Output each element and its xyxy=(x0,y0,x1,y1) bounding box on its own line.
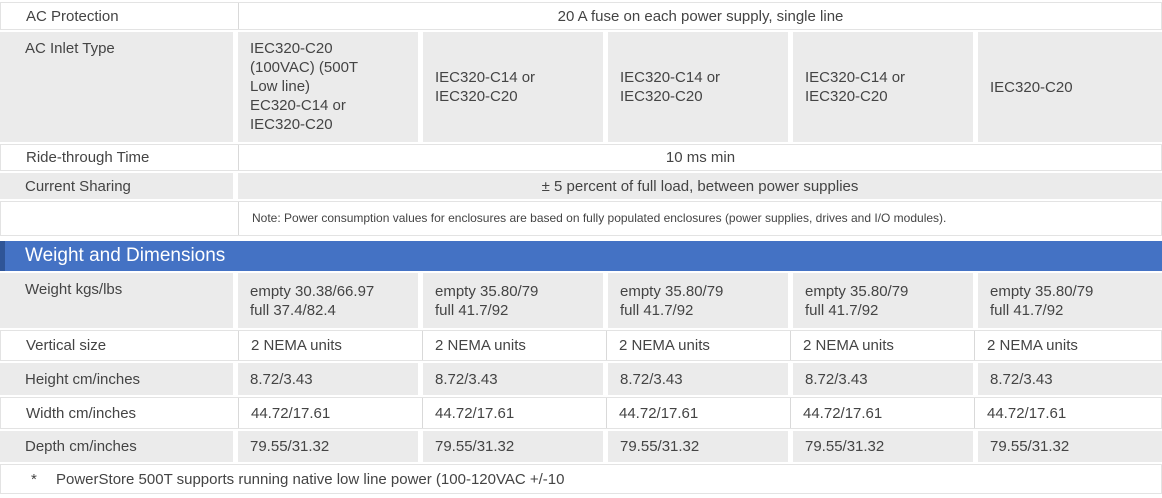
section-header-weight-and-dimensions: Weight and Dimensions xyxy=(0,241,1162,271)
row-label: AC Inlet Type xyxy=(0,32,233,142)
spec-cell: 79.55/31.32 xyxy=(793,431,973,462)
table-row-depth: Depth cm/inches 79.55/31.32 79.55/31.32 … xyxy=(0,431,1162,462)
spec-cell: 79.55/31.32 xyxy=(423,431,603,462)
spec-cell: 79.55/31.32 xyxy=(978,431,1162,462)
table-row-width: Width cm/inches 44.72/17.61 44.72/17.61 … xyxy=(0,397,1162,429)
spec-cell: 79.55/31.32 xyxy=(608,431,788,462)
row-label xyxy=(1,202,234,235)
spec-cell: 8.72/3.43 xyxy=(978,363,1162,395)
spec-cell: 44.72/17.61 xyxy=(974,398,1158,428)
table-row-weight: Weight kgs/lbs empty 30.38/66.97 full 37… xyxy=(0,273,1162,328)
spec-cell: 2 NEMA units xyxy=(790,331,970,360)
spec-cell: empty 35.80/79 full 41.7/92 xyxy=(978,273,1162,328)
row-label: Depth cm/inches xyxy=(0,431,233,462)
spec-cell: 44.72/17.61 xyxy=(790,398,970,428)
spec-cell: empty 35.80/79 full 41.7/92 xyxy=(608,273,788,328)
row-label: Current Sharing xyxy=(0,173,233,199)
spec-cell: empty 35.80/79 full 41.7/92 xyxy=(793,273,973,328)
spec-cell: empty 35.80/79 full 41.7/92 xyxy=(423,273,603,328)
spec-cell: IEC320-C14 or IEC320-C20 xyxy=(423,32,603,142)
table-row-current-sharing: Current Sharing ± 5 percent of full load… xyxy=(0,173,1162,199)
spec-cell: 2 NEMA units xyxy=(606,331,786,360)
footnote: * PowerStore 500T supports running nativ… xyxy=(1,465,1161,493)
spec-cell: 79.55/31.32 xyxy=(238,431,418,462)
spec-value-span: 10 ms min xyxy=(238,145,1161,170)
spec-cell: IEC320-C14 or IEC320-C20 xyxy=(793,32,973,142)
spec-cell: 2 NEMA units xyxy=(974,331,1158,360)
spec-cell: 2 NEMA units xyxy=(422,331,602,360)
spec-cell: IEC320-C20 (100VAC) (500T Low line) EC32… xyxy=(238,32,418,142)
spec-cell: 8.72/3.43 xyxy=(608,363,788,395)
spec-cell: 44.72/17.61 xyxy=(422,398,602,428)
row-label: Height cm/inches xyxy=(0,363,233,395)
table-row-ac-protection: AC Protection 20 A fuse on each power su… xyxy=(0,2,1162,30)
table-row-vertical-size: Vertical size 2 NEMA units 2 NEMA units … xyxy=(0,330,1162,361)
table-row-ac-inlet-type: AC Inlet Type IEC320-C20 (100VAC) (500T … xyxy=(0,32,1162,142)
table-row-height: Height cm/inches 8.72/3.43 8.72/3.43 8.7… xyxy=(0,363,1162,395)
table-row-ride-through-time: Ride-through Time 10 ms min xyxy=(0,144,1162,171)
spec-cell: 2 NEMA units xyxy=(238,331,418,360)
spec-cell: IEC320-C20 xyxy=(978,32,1162,142)
table-row-footnote: * PowerStore 500T supports running nativ… xyxy=(0,464,1162,494)
row-label: Weight kgs/lbs xyxy=(0,273,233,328)
spec-cell: IEC320-C14 or IEC320-C20 xyxy=(608,32,788,142)
spec-value-span: ± 5 percent of full load, between power … xyxy=(238,173,1162,199)
table-row-note: Note: Power consumption values for enclo… xyxy=(0,201,1162,236)
spec-cell: empty 30.38/66.97 full 37.4/82.4 xyxy=(238,273,418,328)
row-label: Vertical size xyxy=(26,337,107,354)
footnote-marker: * xyxy=(31,470,37,488)
spec-cell: 44.72/17.61 xyxy=(606,398,786,428)
row-label: AC Protection xyxy=(26,7,119,25)
row-label: Ride-through Time xyxy=(26,149,150,166)
spec-value-span: 20 A fuse on each power supply, single l… xyxy=(238,3,1161,29)
section-header-title: Weight and Dimensions xyxy=(25,245,226,266)
spec-cell: 8.72/3.43 xyxy=(238,363,418,395)
spec-cell: 8.72/3.43 xyxy=(793,363,973,395)
row-label: Width cm/inches xyxy=(26,404,137,422)
note-text: Note: Power consumption values for enclo… xyxy=(238,202,1161,235)
footnote-text: PowerStore 500T supports running native … xyxy=(56,470,565,488)
spec-cell: 8.72/3.43 xyxy=(423,363,603,395)
spec-cell: 44.72/17.61 xyxy=(238,398,418,428)
